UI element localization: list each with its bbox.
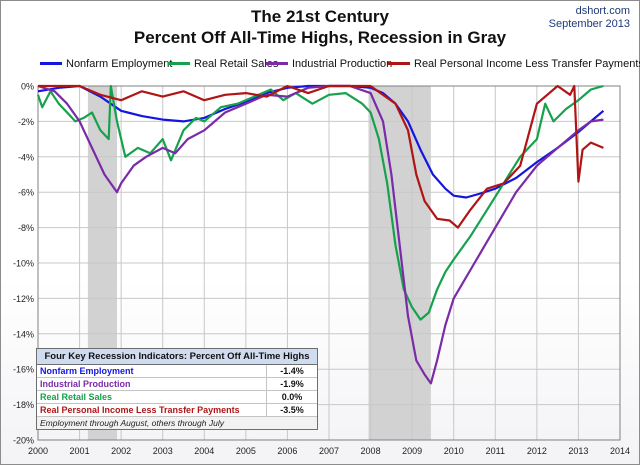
y-tick-label: -16%: [13, 365, 34, 375]
series-line: [36, 84, 604, 321]
y-tick-label: -14%: [13, 329, 34, 339]
legend-swatch: [40, 61, 62, 65]
legend-label: Real Personal Income Less Transfer Payme…: [414, 58, 640, 70]
table-row: Industrial Production -1.9%: [37, 378, 317, 391]
series-line: [37, 84, 604, 385]
legend-label: Nonfarm Employment: [66, 58, 173, 70]
series-line: [38, 84, 604, 229]
series-lines: [36, 84, 605, 385]
chart-legend: Nonfarm Employment Real Retail Sales Ind…: [0, 58, 640, 72]
y-tick-label: -2%: [18, 117, 34, 127]
y-tick-label: -8%: [18, 223, 34, 233]
x-tick-label: 2002: [111, 446, 131, 456]
x-tick-label: 2005: [236, 446, 256, 456]
x-tick-label: 2012: [527, 446, 547, 456]
x-tick-label: 2003: [153, 446, 173, 456]
y-tick-label: -20%: [13, 436, 34, 446]
x-tick-label: 2013: [568, 446, 588, 456]
table-row-value: -1.4%: [266, 365, 317, 377]
table-row-name: Industrial Production: [40, 379, 131, 389]
source-label: dshort.com September 2013: [549, 5, 630, 31]
table-row-value: -1.9%: [266, 378, 317, 390]
x-tick-label: 2008: [361, 446, 381, 456]
y-tick-label: -6%: [18, 188, 34, 198]
legend-item-employment: Nonfarm Employment: [40, 58, 172, 70]
table-row: Nonfarm Employment -1.4%: [37, 365, 317, 378]
legend-item-industrial: Industrial Production: [266, 58, 392, 70]
table-header: Four Key Recession Indicators: Percent O…: [37, 349, 317, 365]
table-row: Real Personal Income Less Transfer Payme…: [37, 404, 317, 417]
x-tick-label: 2006: [277, 446, 297, 456]
legend-swatch: [266, 61, 288, 65]
y-tick-label: -18%: [13, 400, 34, 410]
chart-title: The 21st Century Percent Off All-Time Hi…: [0, 6, 640, 48]
table-row-name: Real Personal Income Less Transfer Payme…: [40, 405, 240, 415]
x-tick-label: 2001: [70, 446, 90, 456]
x-tick-label: 2009: [402, 446, 422, 456]
legend-swatch: [388, 61, 410, 65]
y-tick-label: -12%: [13, 294, 34, 304]
legend-item-income: Real Personal Income Less Transfer Payme…: [388, 58, 640, 70]
legend-item-retail: Real Retail Sales: [168, 58, 278, 70]
series-line: [37, 84, 605, 199]
table-row: Real Retail Sales 0.0%: [37, 391, 317, 404]
source-date: September 2013: [548, 18, 630, 30]
legend-swatch: [168, 61, 190, 65]
x-tick-label: 2011: [486, 446, 505, 456]
table-row-name: Real Retail Sales: [40, 392, 113, 402]
y-tick-label: 0%: [21, 82, 34, 92]
legend-label: Industrial Production: [292, 58, 393, 70]
indicator-table: Four Key Recession Indicators: Percent O…: [36, 348, 318, 430]
y-tick-label: -10%: [13, 259, 34, 269]
legend-label: Real Retail Sales: [194, 58, 279, 70]
table-row-value: 0.0%: [266, 391, 317, 403]
table-row-name: Nonfarm Employment: [40, 366, 134, 376]
x-tick-label: 2007: [319, 446, 339, 456]
title-line-2: Percent Off All-Time Highs, Recession in…: [133, 28, 507, 47]
x-tick-label: 2000: [28, 446, 48, 456]
x-tick-label: 2010: [444, 446, 464, 456]
source-site: dshort.com: [575, 5, 630, 17]
title-line-1: The 21st Century: [251, 7, 389, 26]
table-row-value: -3.5%: [266, 404, 317, 416]
table-footnote: Employment through August, others throug…: [37, 417, 317, 429]
x-tick-label: 2014: [610, 446, 630, 456]
x-tick-label: 2004: [194, 446, 214, 456]
y-tick-label: -4%: [18, 152, 34, 162]
